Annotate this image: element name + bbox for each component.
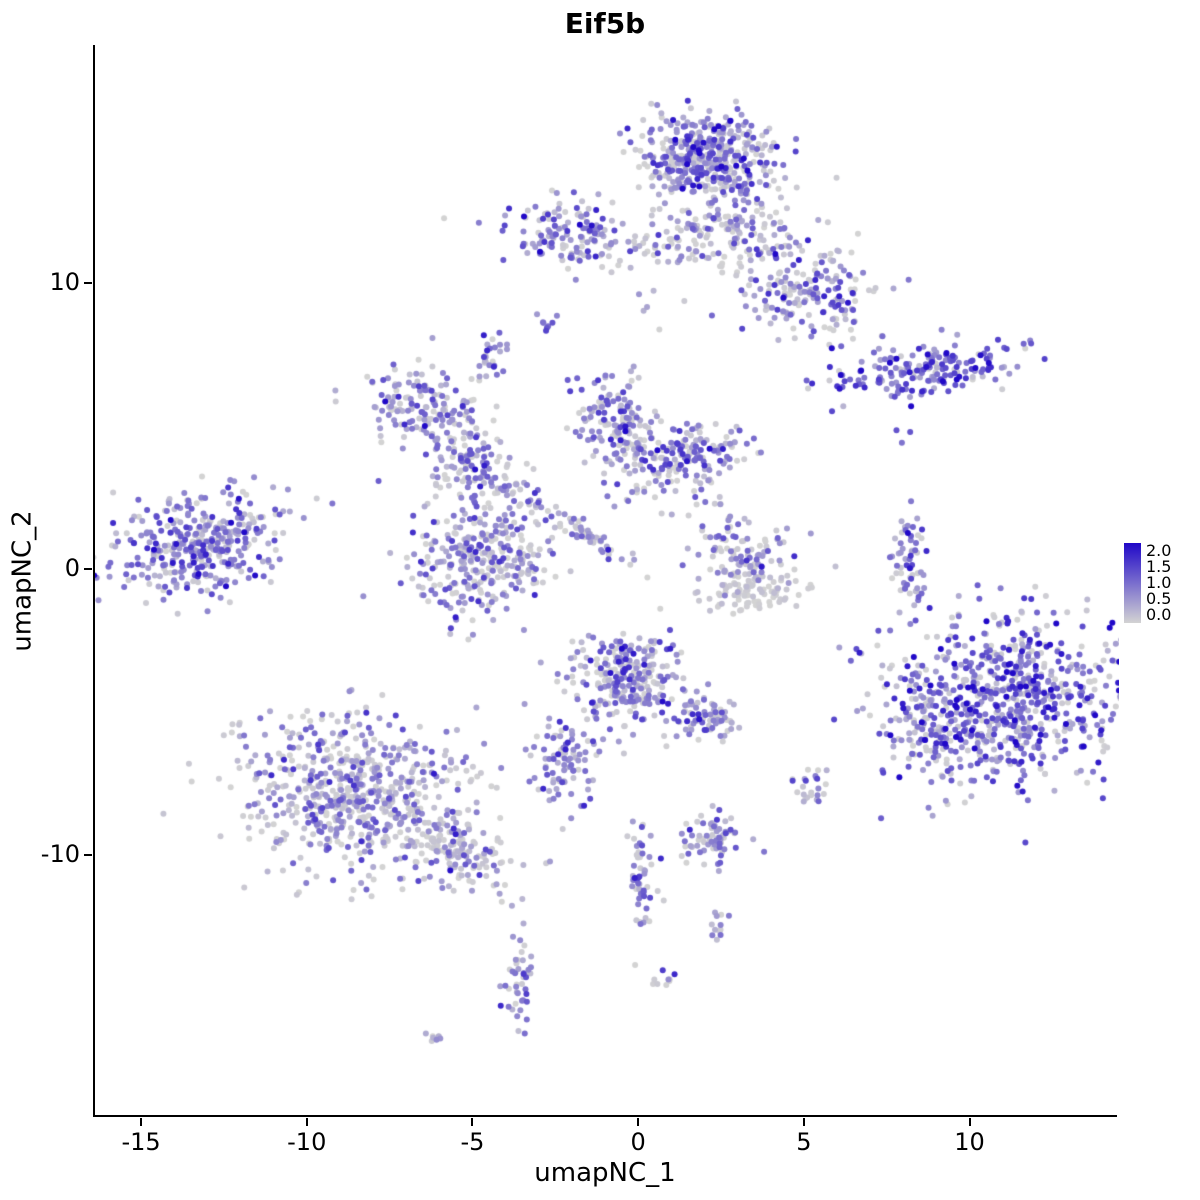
x-tick-label: 10 xyxy=(954,1128,985,1156)
scatter-canvas xyxy=(95,45,1119,1117)
legend-tick-label: 2.0 xyxy=(1146,541,1172,560)
legend-gradient-bar xyxy=(1124,543,1141,623)
x-axis-title: umapNC_1 xyxy=(534,1158,676,1188)
y-tick-label: 10 xyxy=(49,268,80,297)
y-tick-mark xyxy=(84,568,92,570)
x-tick-label: -15 xyxy=(121,1128,161,1156)
x-tick-label: 0 xyxy=(630,1128,646,1156)
legend-tick-label: 1.0 xyxy=(1146,573,1172,592)
legend-tick-label: 0.0 xyxy=(1146,605,1172,624)
x-tick-label: -10 xyxy=(287,1128,327,1156)
legend-tick-label: 0.5 xyxy=(1146,589,1172,608)
plot-title: Eif5b xyxy=(564,7,646,40)
x-tick-mark xyxy=(637,1118,640,1126)
x-tick-mark xyxy=(305,1118,308,1126)
y-tick-mark xyxy=(84,282,92,285)
x-tick-label: 5 xyxy=(796,1128,812,1156)
x-tick-mark xyxy=(802,1118,805,1126)
x-tick-mark xyxy=(471,1118,474,1126)
x-tick-mark xyxy=(140,1118,143,1126)
plot-panel xyxy=(93,45,1119,1117)
x-tick-label: -5 xyxy=(460,1128,485,1156)
legend-labels: 2.0 1.5 1.0 0.5 0.0 xyxy=(1146,543,1171,623)
y-tick-label: -10 xyxy=(40,839,80,868)
x-tick-mark xyxy=(968,1118,971,1126)
color-legend: 2.0 1.5 1.0 0.5 0.0 xyxy=(1124,543,1171,623)
legend-tick-label: 1.5 xyxy=(1146,557,1172,576)
y-tick-mark xyxy=(84,853,92,856)
y-tick-label: 0 xyxy=(64,554,80,582)
